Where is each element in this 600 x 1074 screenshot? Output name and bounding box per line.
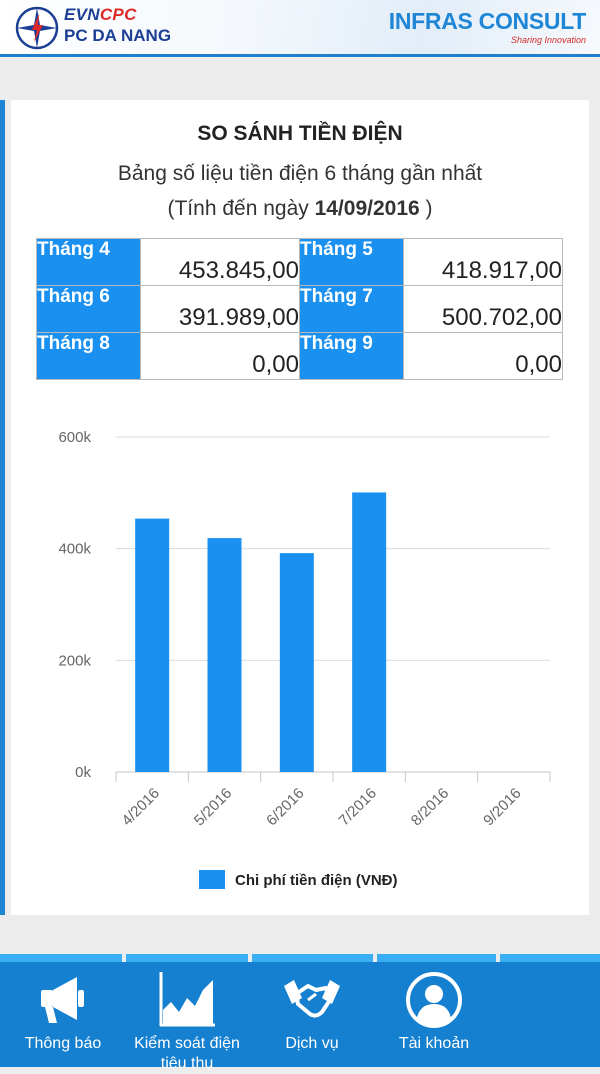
x-tick-label: 9/2016 [480,785,524,829]
x-tick-label: 8/2016 [408,785,452,829]
consumption-chart-icon [159,972,215,1027]
month-value: 500.702,00 [403,285,563,333]
x-tick-label: 6/2016 [263,785,307,829]
nav-label: Tài khoản [398,1035,470,1052]
nav-divider [248,954,252,962]
month-value: 418.917,00 [403,238,563,286]
month-label: Tháng 8 [36,332,141,380]
month-label: Tháng 9 [299,332,404,380]
y-tick-label: 600k [58,429,91,446]
table-row: Tháng 8 0,00 Tháng 9 0,00 [36,332,563,380]
month-value: 0,00 [403,332,563,380]
partner-tagline: Sharing Innovation [510,35,586,45]
month-value: 453.845,00 [140,238,300,286]
month-value: 0,00 [140,332,300,380]
date-suffix: ) [419,197,433,220]
month-label: Tháng 7 [299,285,404,333]
nav-divider [373,954,377,962]
brand-cpc-text: CPC [99,5,137,24]
megaphone-icon [41,977,84,1023]
date-prefix: (Tính đến ngày [167,197,315,220]
x-tick-label: 5/2016 [191,785,235,829]
month-label: Tháng 4 [36,238,141,286]
nav-top-strip [0,954,600,962]
handshake-icon [284,980,340,1018]
page-subtitle: Bảng số liệu tiền điện 6 tháng gần nhất [117,162,483,185]
y-tick-label: 200k [58,652,91,669]
bar [207,538,242,772]
bottom-nav: Thông báo Kiểm soát điện tiêu thụ Dịch v… [0,954,600,1072]
monthly-bill-table: Tháng 4 453.845,00 Tháng 5 418.917,00 Th… [36,238,563,380]
nav-label: Kiểm soát điện tiêu thụ [134,1035,240,1072]
bar [135,518,170,772]
nav-consumption-control[interactable]: Kiểm soát điện tiêu thụ [127,962,247,1072]
page-title: SO SÁNH TIỀN ĐIỆN [197,122,403,145]
brand-evn-cpc: EVNCPC [64,5,137,25]
table-row: Tháng 6 391.989,00 Tháng 7 500.702,00 [36,285,563,333]
nav-divider [496,954,500,962]
month-label: Tháng 5 [299,238,404,286]
x-tick-label: 7/2016 [336,785,380,829]
nav-services[interactable]: Dịch vụ [252,962,372,1067]
nav-divider [122,954,126,962]
user-account-icon [406,972,462,1028]
month-value: 391.989,00 [140,285,300,333]
brand-unit-text: PC DA NANG [64,26,172,45]
nav-notifications[interactable]: Thông báo [3,962,123,1067]
app-header: EVNCPC PC DA NANG INFRAS CONSULT Sharing… [0,0,600,57]
legend-label: Chi phí tiền điện (VNĐ) [235,872,398,889]
brand-evn-text: EVN [64,5,100,24]
bar [352,492,387,772]
as-of-date: 14/09/2016 [314,197,420,220]
nav-account[interactable]: Tài khoản [374,962,494,1067]
bar [279,553,314,772]
side-accent-bar [0,100,5,915]
nav-label: Thông báo [24,1035,102,1052]
nav-label: Dịch vụ [285,1035,339,1052]
table-row: Tháng 4 453.845,00 Tháng 5 418.917,00 [36,238,563,286]
month-label: Tháng 6 [36,285,141,333]
cost-bar-chart: 0k 200k 400k 600k 4/2016 5/2016 6/2016 7/2016 8/… [58,429,551,829]
y-tick-label: 0k [75,764,91,781]
as-of-date-line: (Tính đến ngày 14/09/2016 ) [11,197,589,221]
legend-swatch [199,870,225,889]
y-tick-label: 400k [58,541,91,558]
comparison-card: SO SÁNH TIỀN ĐIỆN Bảng số liệu tiền điện… [11,100,589,915]
evn-logo-icon [15,6,59,50]
x-tick-label: 4/2016 [119,785,163,829]
partner-logo-text: INFRAS CONSULT [388,8,587,34]
